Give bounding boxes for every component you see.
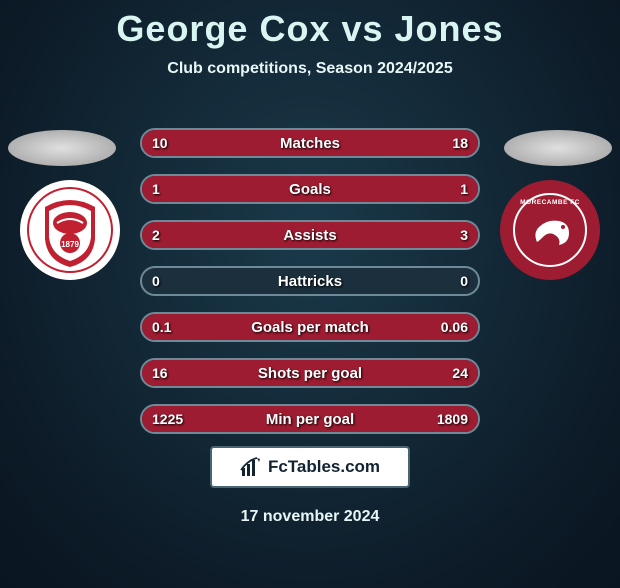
stat-value-left: 10 — [152, 135, 168, 151]
stat-value-left: 16 — [152, 365, 168, 381]
page-title: George Cox vs Jones — [0, 8, 620, 50]
stat-label: Goals per match — [251, 319, 369, 336]
swindon-crest-icon: 1879 — [27, 187, 113, 273]
stats-table: 10 18 Matches 1 1 Goals 2 3 Assists 0 0 Hattricks 0.… — [140, 128, 480, 450]
stat-value-right: 0 — [460, 273, 468, 289]
svg-text:MORECAMBE FC: MORECAMBE FC — [520, 199, 580, 206]
stat-label: Matches — [280, 135, 340, 152]
stat-value-right: 1 — [460, 181, 468, 197]
stat-value-right: 1809 — [437, 411, 468, 427]
stat-row: 16 24 Shots per goal — [140, 358, 480, 388]
stat-row: 1 1 Goals — [140, 174, 480, 204]
stat-value-right: 18 — [452, 135, 468, 151]
stat-value-left: 1225 — [152, 411, 183, 427]
svg-text:1879: 1879 — [61, 240, 79, 249]
stat-label: Hattricks — [278, 273, 342, 290]
stat-value-right: 24 — [452, 365, 468, 381]
stat-label: Assists — [283, 227, 336, 244]
stat-value-left: 2 — [152, 227, 160, 243]
stat-row: 0 0 Hattricks — [140, 266, 480, 296]
stat-row: 1225 1809 Min per goal — [140, 404, 480, 434]
stat-value-right: 0.06 — [441, 319, 468, 335]
stat-value-left: 1 — [152, 181, 160, 197]
page-subtitle: Club competitions, Season 2024/2025 — [0, 60, 620, 78]
player-right-crest: MORECAMBE FC — [500, 180, 600, 280]
stat-value-right: 3 — [460, 227, 468, 243]
stat-row: 10 18 Matches — [140, 128, 480, 158]
player-left-crest: 1879 — [20, 180, 120, 280]
stat-row: 2 3 Assists — [140, 220, 480, 250]
branding-badge: FcTables.com — [210, 446, 410, 488]
stat-label: Min per goal — [266, 411, 354, 428]
stat-bar-right — [310, 176, 478, 202]
stat-value-left: 0 — [152, 273, 160, 289]
player-left-shadow — [8, 130, 116, 166]
branding-text: FcTables.com — [268, 457, 380, 477]
stat-row: 0.1 0.06 Goals per match — [140, 312, 480, 342]
stat-label: Shots per goal — [258, 365, 362, 382]
stat-bar-left — [142, 222, 276, 248]
morecambe-crest-icon: MORECAMBE FC — [507, 187, 593, 273]
snapshot-date: 17 november 2024 — [241, 508, 380, 526]
chart-bars-icon — [240, 456, 262, 478]
stat-bar-left — [142, 176, 310, 202]
player-right-shadow — [504, 130, 612, 166]
stat-value-left: 0.1 — [152, 319, 171, 335]
stat-label: Goals — [289, 181, 331, 198]
